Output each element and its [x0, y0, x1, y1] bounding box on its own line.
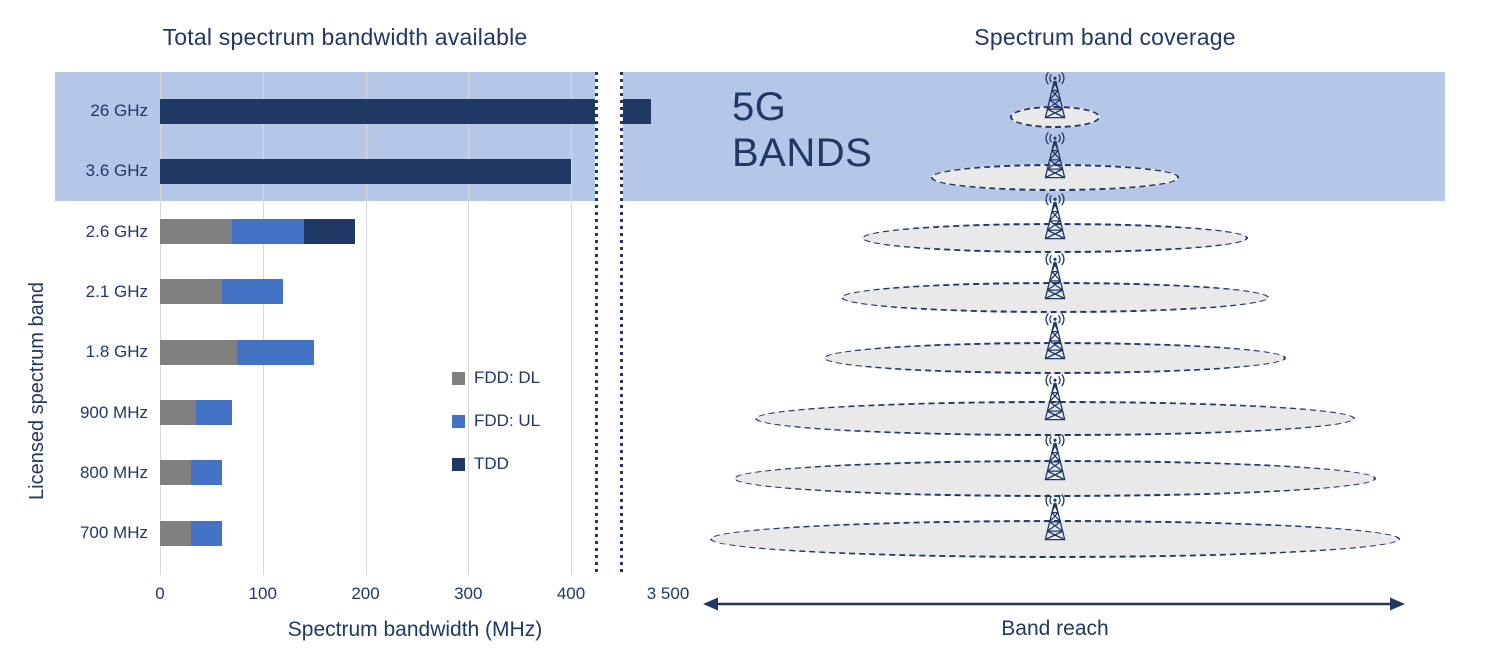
- banner-line-2: BANDS: [732, 131, 873, 175]
- cell-tower-icon-2-1-ghz: [1038, 252, 1072, 302]
- category-label-26-ghz: 26 GHz: [90, 101, 148, 120]
- bar-800-mhz-fdd-dl: [160, 460, 191, 486]
- cell-tower-icon-2-6-ghz: [1038, 192, 1072, 242]
- bar-26-ghz-tdd-beyond-break: [623, 98, 651, 124]
- axis-break-line-right: [620, 72, 623, 576]
- cell-tower-svg: [1044, 433, 1066, 481]
- bar-3-6-ghz-tdd: [160, 158, 571, 184]
- category-label-700-mhz: 700 MHz: [79, 523, 148, 543]
- cell-tower-icon-26-ghz: [1038, 71, 1072, 121]
- bar-800-mhz-fdd-ul: [190, 460, 222, 486]
- bar-1-8-ghz-fdd-dl: [160, 339, 238, 365]
- legend-item-tdd: TDD: [452, 454, 540, 474]
- cell-tower-svg: [1044, 192, 1066, 239]
- cell-tower-svg: [1044, 253, 1066, 300]
- y-axis-title: Licensed spectrum band: [26, 282, 48, 500]
- x-tick-label-400: 400: [556, 584, 586, 603]
- bar-2-6-ghz-fdd-ul: [231, 219, 304, 245]
- x-tick-label-300: 300: [454, 584, 483, 603]
- gridline-200: [365, 72, 367, 575]
- cell-tower-svg: [1044, 494, 1066, 541]
- gridline-300: [468, 72, 470, 575]
- category-label-1-8-ghz: 1.8 GHz: [85, 342, 148, 362]
- bar-700-mhz-fdd-dl: [160, 520, 191, 546]
- bar-700-mhz-fdd-ul: [190, 520, 222, 546]
- legend-swatch-tdd: [452, 457, 465, 471]
- legend-label-fdd-ul: FDD: UL: [474, 411, 541, 430]
- axis-break-line-left: [595, 72, 598, 576]
- band-reach-arrow: [703, 597, 1405, 611]
- 5g-bands-label: 5G BANDS: [732, 84, 872, 176]
- category-label-800-mhz: 800 MHz: [79, 462, 148, 482]
- left-panel-title: Total spectrum bandwidth available: [162, 24, 528, 50]
- legend-item-fdd-ul: FDD: UL: [452, 411, 540, 431]
- gridline-100: [262, 72, 264, 575]
- cell-tower-svg: [1044, 72, 1066, 119]
- cell-tower-icon-700-mhz: [1038, 493, 1072, 543]
- bar-1-8-ghz-fdd-ul: [237, 339, 315, 365]
- cell-tower-icon-3-6-ghz: [1038, 131, 1072, 181]
- bar-26-ghz-tdd: [160, 98, 595, 124]
- legend-label-tdd: TDD: [474, 454, 509, 473]
- cell-tower-icon-1-8-ghz: [1038, 312, 1072, 362]
- bar-900-mhz-fdd-ul: [195, 400, 232, 425]
- gridline-0: [160, 72, 161, 575]
- category-label-3-6-ghz: 3.6 GHz: [85, 161, 148, 181]
- bar-2-6-ghz-tdd: [303, 219, 356, 245]
- category-label-2-1-ghz: 2.1 GHz: [85, 281, 148, 301]
- bar-2-1-ghz-fdd-dl: [160, 279, 222, 305]
- bar-2-1-ghz-fdd-ul: [221, 279, 284, 305]
- cell-tower-svg: [1044, 132, 1066, 179]
- cell-tower-svg: [1044, 373, 1066, 420]
- x-axis-title: Spectrum bandwidth (MHz): [287, 618, 543, 641]
- bar-900-mhz-fdd-dl: [160, 400, 196, 425]
- bar-2-6-ghz-fdd-dl: [160, 219, 232, 245]
- legend-item-fdd-dl: FDD: DL: [452, 368, 540, 388]
- band-reach-label: Band reach: [1001, 617, 1109, 640]
- x-tick-label-after-break: 3 500: [646, 584, 690, 603]
- banner-line-1: 5G: [732, 85, 787, 129]
- x-tick-label-200: 200: [351, 584, 380, 603]
- x-tick-label-0: 0: [155, 584, 165, 603]
- category-label-2-6-ghz: 2.6 GHz: [85, 221, 148, 241]
- gridline-400: [571, 72, 572, 575]
- x-tick-label-100: 100: [248, 584, 277, 603]
- legend-swatch-fdd-ul: [452, 414, 465, 428]
- legend-label-fdd-dl: FDD: DL: [474, 368, 541, 387]
- legend-swatch-fdd-dl: [452, 371, 465, 385]
- legend: FDD: DL FDD: UL TDD: [452, 368, 540, 497]
- cell-tower-icon-800-mhz: [1038, 433, 1072, 483]
- right-panel-title: Spectrum band coverage: [974, 24, 1236, 50]
- cell-tower-svg: [1044, 313, 1066, 360]
- cell-tower-icon-900-mhz: [1038, 373, 1072, 423]
- category-label-900-mhz: 900 MHz: [79, 402, 148, 422]
